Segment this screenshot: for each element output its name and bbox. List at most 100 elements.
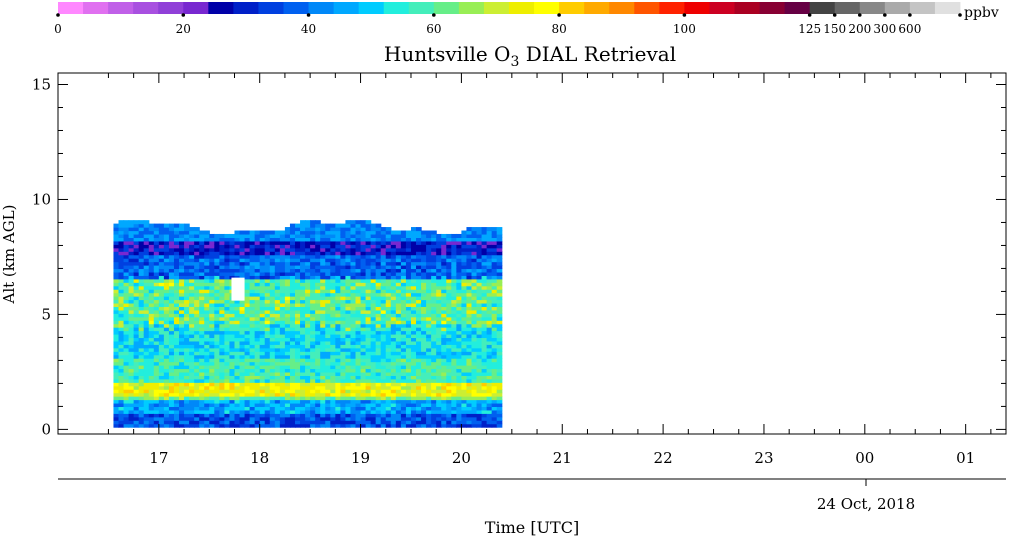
heatmap-cell xyxy=(446,330,452,335)
heatmap-cell xyxy=(320,268,326,273)
heatmap-cell xyxy=(279,251,286,256)
heatmap-cell xyxy=(305,316,311,321)
heatmap-cell xyxy=(264,420,271,425)
heatmap-cell xyxy=(436,406,442,411)
heatmap-cell xyxy=(416,368,422,373)
heatmap-cell xyxy=(229,358,236,363)
heatmap-cell xyxy=(426,392,432,397)
heatmap-cell xyxy=(199,261,205,266)
heatmap-cell xyxy=(330,282,336,287)
heatmap-cell xyxy=(128,337,135,342)
heatmap-cell xyxy=(234,361,241,366)
heatmap-cell xyxy=(310,254,316,259)
heatmap-cell xyxy=(229,251,236,256)
heatmap-cell xyxy=(416,420,422,425)
heatmap-cell xyxy=(416,299,422,304)
heatmap-cell xyxy=(476,233,483,239)
heatmap-cell xyxy=(189,320,195,325)
heatmap-cell xyxy=(466,396,473,401)
heatmap-cell xyxy=(259,247,266,252)
heatmap-cell xyxy=(179,237,185,242)
heatmap-cell xyxy=(259,351,266,356)
heatmap-cell xyxy=(229,361,236,366)
heatmap-cell xyxy=(486,268,493,273)
heatmap-cell xyxy=(486,230,493,235)
heatmap-cell xyxy=(315,244,321,249)
heatmap-cell xyxy=(244,275,251,280)
colorbar-swatch xyxy=(308,2,335,14)
heatmap-cell xyxy=(184,230,190,235)
heatmap-cell xyxy=(264,264,271,270)
heatmap-cell xyxy=(405,275,412,280)
heatmap-cell xyxy=(113,406,120,411)
heatmap-cell xyxy=(254,344,261,349)
heatmap-cell xyxy=(416,385,422,390)
heatmap-cell xyxy=(365,413,372,418)
heatmap-cell xyxy=(365,392,372,397)
heatmap-cell xyxy=(476,409,483,414)
heatmap-cell xyxy=(209,313,215,318)
heatmap-cell xyxy=(305,268,311,273)
heatmap-cell xyxy=(138,406,145,411)
heatmap-cell xyxy=(300,344,306,349)
heatmap-cell xyxy=(476,337,483,342)
heatmap-cell xyxy=(355,227,362,232)
heatmap-cell xyxy=(375,344,382,349)
heatmap-cell xyxy=(239,423,246,428)
heatmap-cell xyxy=(360,327,367,332)
heatmap-cell xyxy=(370,223,377,228)
colorbar-tick-label: 40 xyxy=(301,22,316,36)
heatmap-cell xyxy=(123,368,130,373)
heatmap-cell xyxy=(199,299,205,304)
heatmap-cell xyxy=(259,292,266,297)
heatmap-cell xyxy=(148,264,155,270)
heatmap-cell xyxy=(194,240,200,245)
heatmap-cell xyxy=(486,396,493,401)
heatmap-cell xyxy=(163,251,170,256)
heatmap-cell xyxy=(410,268,417,273)
heatmap-cell xyxy=(163,406,170,411)
heatmap-cell xyxy=(284,399,291,404)
heatmap-cell xyxy=(310,396,316,401)
heatmap-cell xyxy=(199,409,205,414)
heatmap-cell xyxy=(204,292,210,297)
heatmap-cell xyxy=(370,289,377,294)
heatmap-cell xyxy=(491,302,498,307)
heatmap-cell xyxy=(421,358,427,363)
heatmap-cell xyxy=(375,351,382,356)
heatmap-cell xyxy=(491,361,498,366)
heatmap-cell xyxy=(158,244,165,249)
heatmap-cell xyxy=(451,361,457,366)
heatmap-cell xyxy=(345,382,352,387)
heatmap-cell xyxy=(355,230,362,235)
heatmap-cell xyxy=(320,316,326,321)
heatmap-cell xyxy=(355,316,362,321)
heatmap-cell xyxy=(295,402,301,408)
heatmap-cell xyxy=(138,237,145,242)
x-tick-label: 17 xyxy=(149,449,168,467)
heatmap-cell xyxy=(456,396,463,401)
colorbar-swatch xyxy=(333,2,360,14)
heatmap-cell xyxy=(158,247,165,252)
heatmap-cell xyxy=(300,282,306,287)
heatmap-cell xyxy=(410,302,417,307)
heatmap-cell xyxy=(128,316,135,321)
heatmap-cell xyxy=(269,313,276,318)
heatmap-cell xyxy=(244,337,251,342)
heatmap-cell xyxy=(224,358,231,363)
heatmap-cell xyxy=(491,423,498,428)
heatmap-cell xyxy=(219,416,226,421)
heatmap-cell xyxy=(128,423,135,428)
heatmap-cell xyxy=(310,275,316,280)
heatmap-cell xyxy=(410,282,417,287)
heatmap-cell xyxy=(330,251,336,256)
heatmap-cell xyxy=(194,413,200,418)
heatmap-cell xyxy=(284,368,291,373)
heatmap-cell xyxy=(118,299,125,304)
heatmap-cell xyxy=(113,399,120,404)
heatmap-cell xyxy=(209,289,215,294)
heatmap-cell xyxy=(295,406,301,411)
heatmap-cell xyxy=(133,289,140,294)
heatmap-cell xyxy=(163,309,170,314)
heatmap-cell xyxy=(390,371,397,376)
